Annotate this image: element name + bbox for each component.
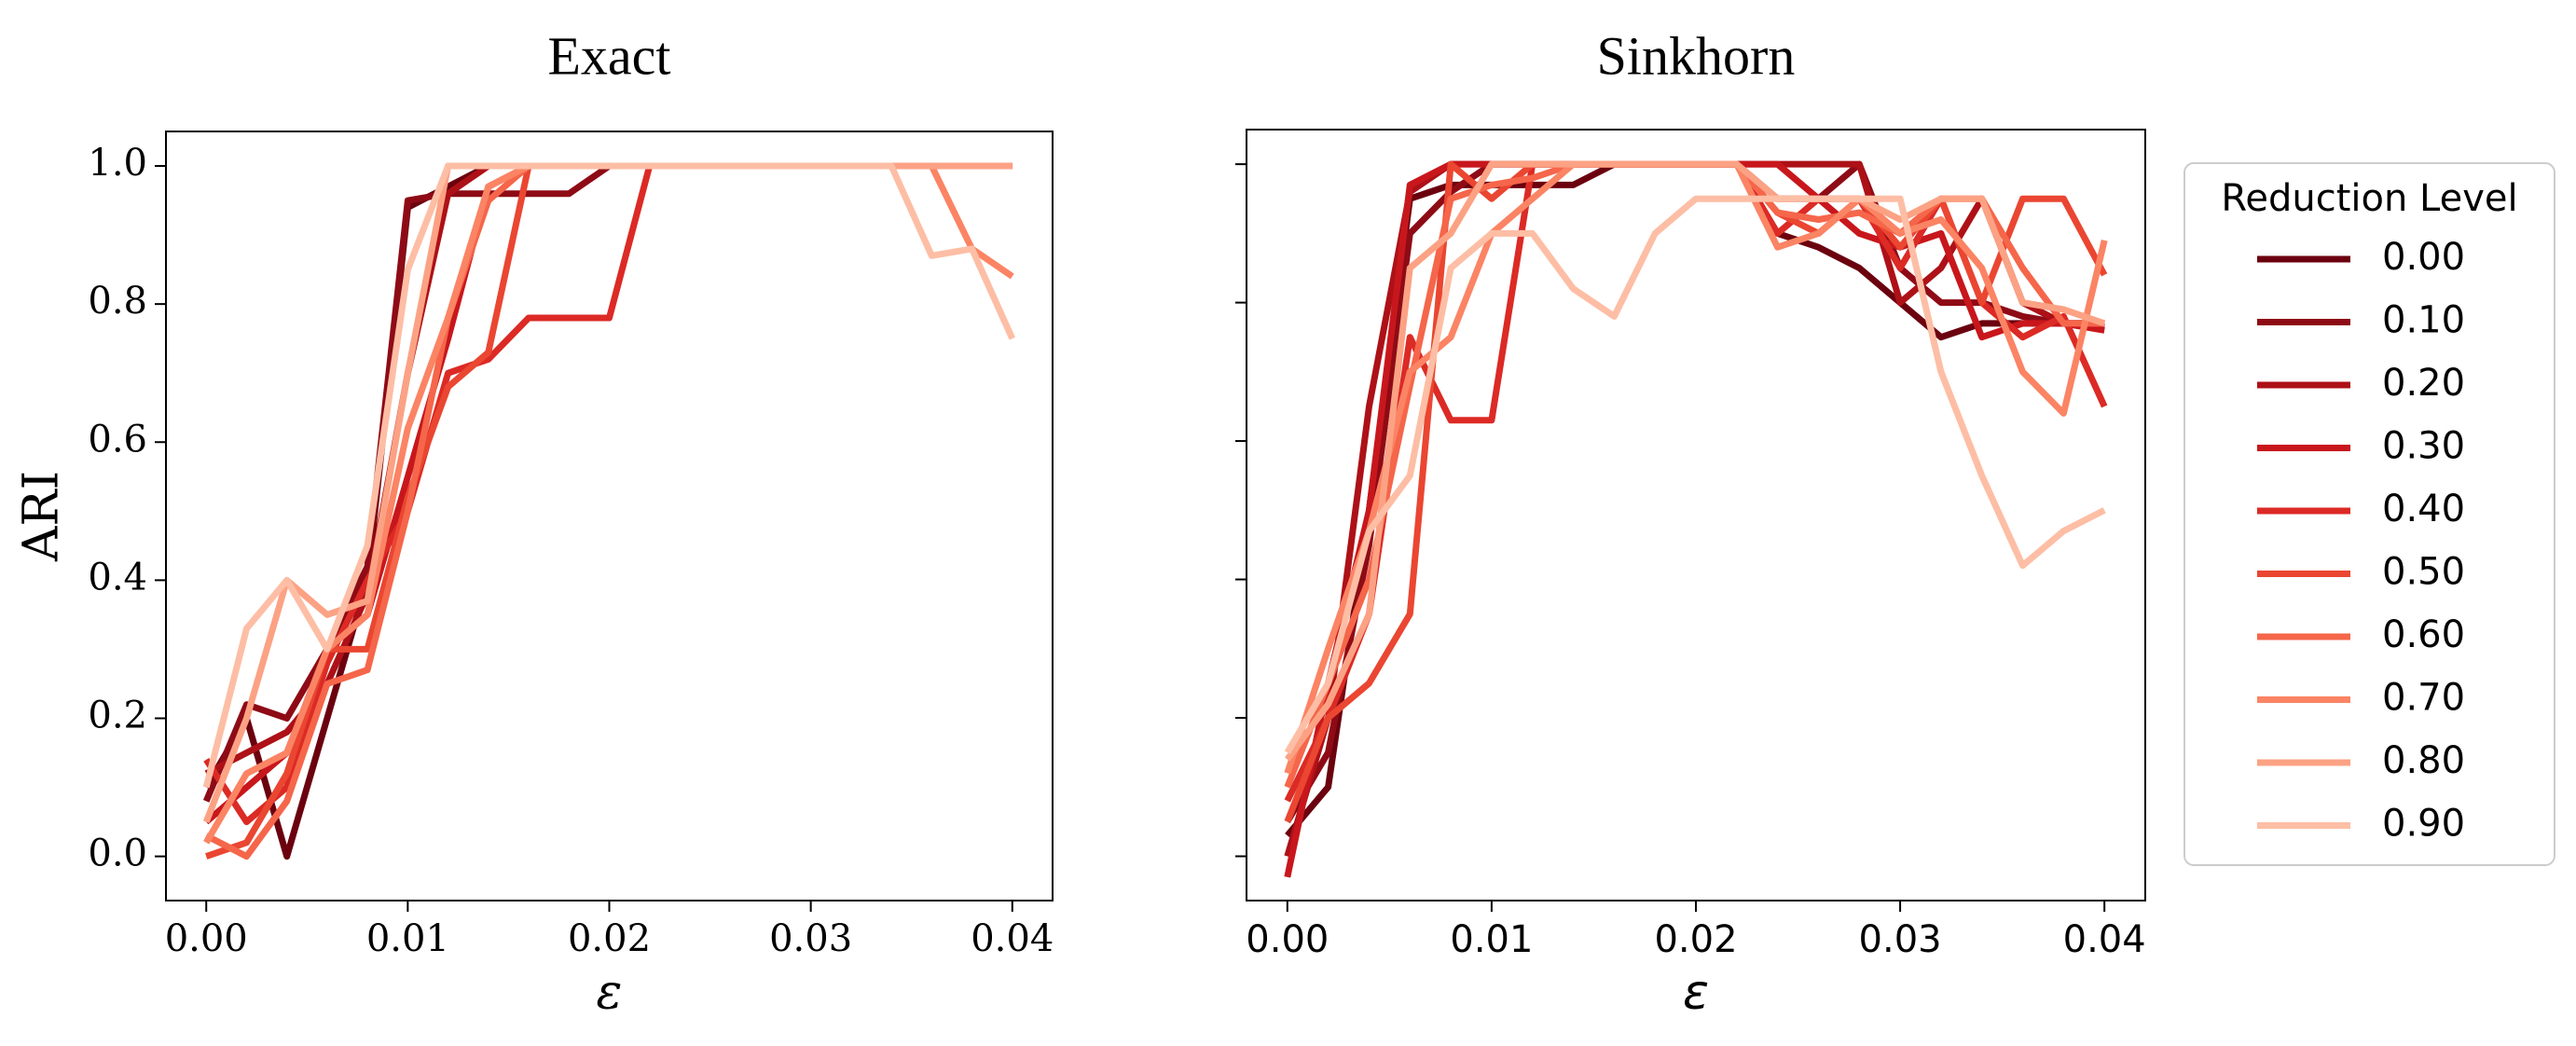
legend-label: 0.50 [2382,551,2465,594]
legend-label: 0.70 [2382,677,2465,720]
series-line [1284,160,2108,823]
x-tick-label: 0.02 [1654,918,1737,961]
legend-label: 0.20 [2382,362,2465,405]
series-line [1284,160,2105,824]
y-tick-label: 0.0 [88,833,147,875]
series-line [202,162,1012,803]
series-line [202,162,1015,789]
x-tick-label: 0.03 [769,917,852,960]
series-line [1284,195,2106,754]
x-tick-label: 0.00 [1246,918,1329,961]
legend: Reduction Level 0.00 0.10 0.20 0.30 0.40 0.50 0… [2183,162,2555,866]
y-axis-label: ARI [14,471,70,562]
x-tick-label: 0.03 [1859,918,1942,961]
y-tick-label: 1.0 [88,142,147,185]
x-tick-label: 0.00 [165,917,248,960]
x-axis-label: ε [597,965,623,1021]
series-line [1284,160,2106,762]
legend-label: 0.00 [2382,236,2465,279]
legend-label: 0.30 [2382,425,2465,468]
x-tick-label: 0.01 [366,917,449,960]
y-tick-label: 0.8 [88,280,147,323]
x-tick-label: 0.02 [568,917,651,960]
chart-title: Exact [547,25,670,86]
plot-area [1284,160,2108,878]
axes-frame [165,131,1054,901]
series-line [204,162,1012,860]
series-line [205,162,1012,860]
y-tick-label: 0.4 [88,556,147,599]
subplot: Exact 0.00 0.01 0.02 0.03 0.04 0.0 0.2 0.4 0.6 0.8… [14,25,1054,1020]
x-tick-label: 0.04 [2063,918,2146,961]
legend-label: 0.80 [2382,739,2465,782]
y-tick-label: 0.2 [88,694,147,736]
series-line [203,162,1014,845]
plot-area [202,162,1015,860]
x-tick-label: 0.04 [971,917,1054,960]
legend-title: Reduction Level [2221,177,2517,220]
legend-label: 0.10 [2382,299,2465,342]
legend-label: 0.90 [2382,803,2465,846]
legend-label: 0.60 [2382,613,2465,656]
subplot: Sinkhorn 0.00 0.01 0.02 0.03 0.04 ε [1235,25,2146,1021]
chart-title: Sinkhorn [1597,25,1796,86]
y-tick-label: 0.6 [88,418,147,461]
legend-box [2183,162,2555,866]
x-tick-label: 0.01 [1450,918,1533,961]
series-line [203,162,1012,860]
x-axis-label: ε [1683,965,1709,1021]
legend-label: 0.40 [2382,488,2465,530]
